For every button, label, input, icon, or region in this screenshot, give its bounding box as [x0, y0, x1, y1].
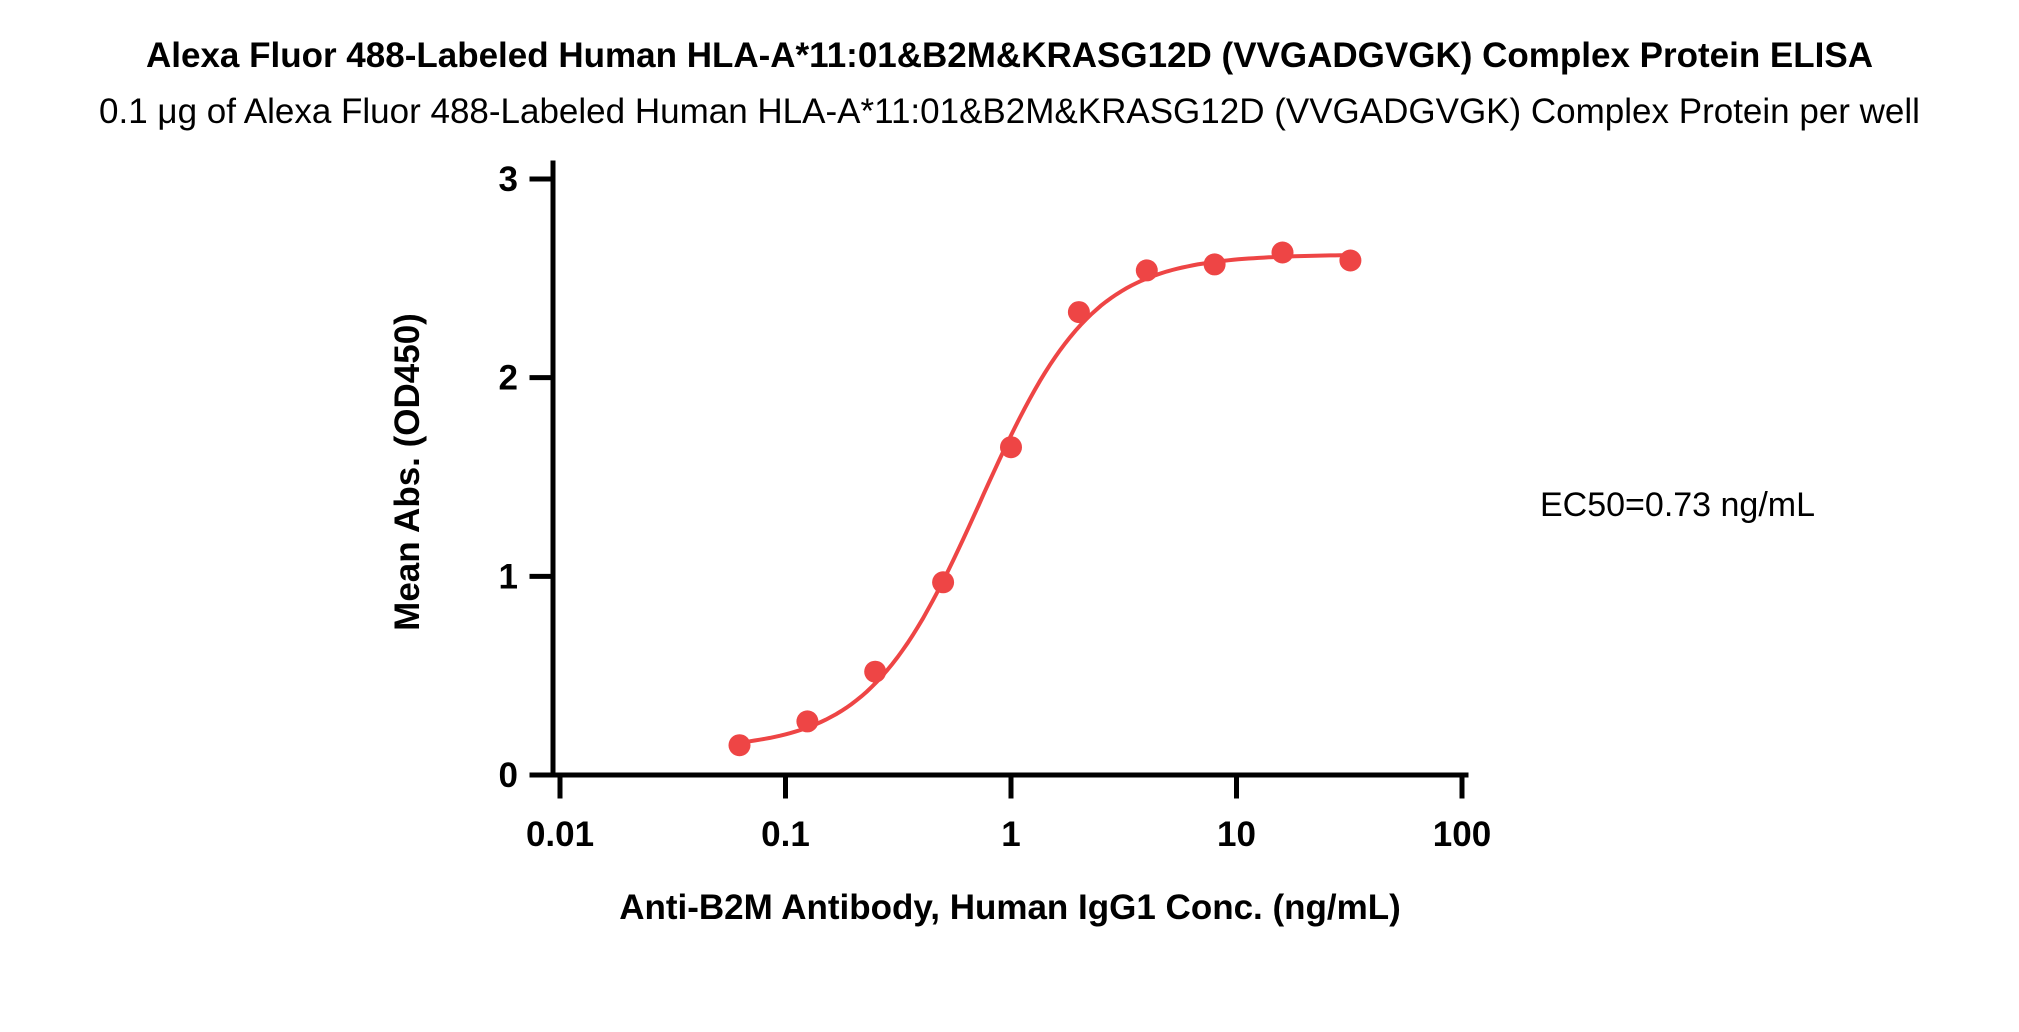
- x-tick-label: 1: [1001, 815, 1020, 854]
- x-tick-label: 10: [1217, 815, 1256, 854]
- data-point: [1067, 301, 1090, 324]
- data-point: [1339, 249, 1362, 272]
- y-tick-label: 2: [499, 359, 518, 398]
- fit-curve: [739, 253, 1351, 745]
- data-point: [864, 660, 887, 683]
- ec50-annotation: EC50=0.73 ng/mL: [1540, 486, 1816, 524]
- data-point: [728, 734, 751, 757]
- y-tick-label: 3: [499, 160, 518, 199]
- x-tick-label: 100: [1433, 815, 1491, 854]
- data-point: [1000, 436, 1022, 459]
- x-tick-label: 0.01: [526, 815, 594, 854]
- data-point: [1203, 253, 1226, 276]
- data-point: [796, 710, 819, 733]
- chart-subtitle: 0.1 μg of Alexa Fluor 488-Labeled Human …: [99, 92, 1920, 131]
- y-tick-label: 1: [499, 557, 518, 596]
- data-point: [1135, 259, 1158, 282]
- chart-title: Alexa Fluor 488-Labeled Human HLA-A*11:0…: [145, 36, 1873, 75]
- y-tick-label: 0: [499, 756, 518, 795]
- y-axis-label: Mean Abs. (OD450): [388, 313, 427, 631]
- x-tick-label: 0.1: [761, 815, 810, 854]
- data-point: [932, 571, 955, 594]
- data-point: [1271, 241, 1294, 264]
- x-axis-label: Anti-B2M Antibody, Human IgG1 Conc. (ng/…: [619, 888, 1401, 927]
